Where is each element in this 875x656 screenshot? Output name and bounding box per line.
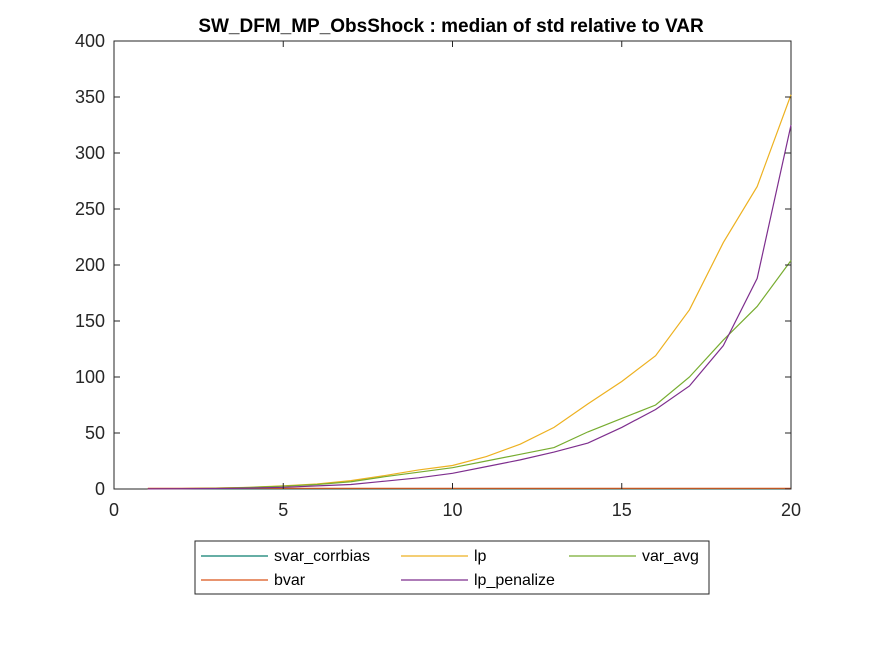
legend-item-bvar: bvar <box>201 572 306 589</box>
x-tick-label: 0 <box>109 500 119 520</box>
legend-box <box>194 540 710 595</box>
x-tick-label: 10 <box>442 500 462 520</box>
x-tick-label: 5 <box>278 500 288 520</box>
y-tick-label: 150 <box>75 311 105 331</box>
x-tick-label: 15 <box>612 500 632 520</box>
y-tick-label: 350 <box>75 87 105 107</box>
legend-item-var-avg: var_avg <box>569 548 699 565</box>
y-tick-label: 200 <box>75 255 105 275</box>
y-tick-label: 300 <box>75 143 105 163</box>
chart-title: SW_DFM_MP_ObsShock : median of std relat… <box>198 16 704 37</box>
legend-label: bvar <box>274 572 306 589</box>
y-tick-label: 400 <box>75 31 105 51</box>
y-tick-label: 250 <box>75 199 105 219</box>
y-tick-label: 50 <box>85 423 105 443</box>
series-line-var-avg <box>147 260 792 490</box>
legend-label: svar_corrbias <box>274 548 370 565</box>
legend-label: var_avg <box>642 548 699 565</box>
legend-label: lp <box>474 548 487 565</box>
series-layer <box>147 94 792 490</box>
x-tick-label: 20 <box>781 500 801 520</box>
legend-item-lp-penalize: lp_penalize <box>401 572 555 589</box>
y-tick-label: 100 <box>75 367 105 387</box>
y-tick-label: 0 <box>95 479 105 499</box>
plot-frame <box>113 40 792 490</box>
legend-item-lp: lp <box>401 548 487 565</box>
legend-item-svar-corrbias: svar_corrbias <box>201 548 370 565</box>
legend-label: lp_penalize <box>474 572 555 589</box>
series-line-lp-penalize <box>147 124 792 490</box>
